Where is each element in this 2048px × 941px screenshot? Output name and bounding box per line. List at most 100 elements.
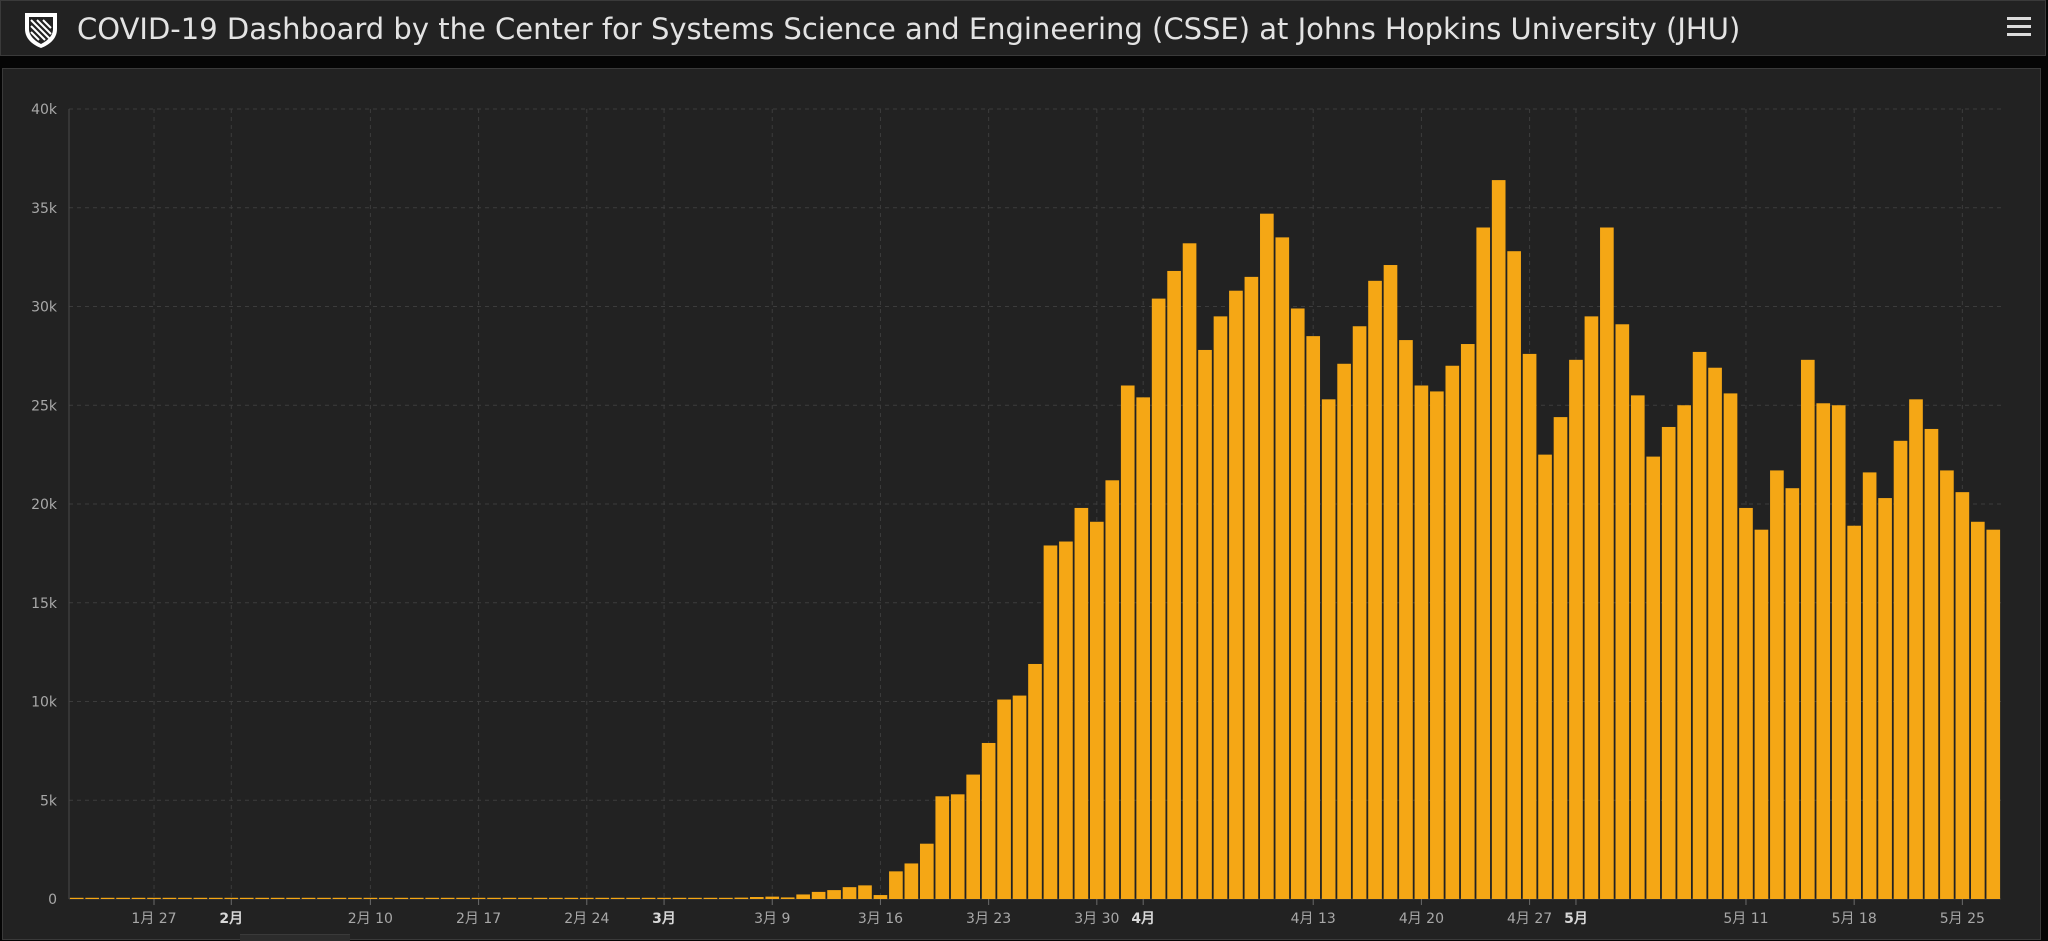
bar[interactable]	[502, 897, 517, 899]
bar[interactable]	[1538, 454, 1552, 899]
bar[interactable]	[224, 897, 239, 899]
bar[interactable]	[1522, 353, 1537, 899]
bar[interactable]	[255, 897, 270, 899]
bar[interactable]	[1893, 440, 1908, 899]
bar[interactable]	[549, 897, 563, 899]
bar[interactable]	[842, 887, 857, 899]
bar[interactable]	[162, 897, 177, 899]
bar[interactable]	[533, 897, 548, 899]
bar[interactable]	[1816, 403, 1831, 899]
bar[interactable]	[641, 897, 656, 899]
bar[interactable]	[1198, 349, 1212, 899]
bar[interactable]	[1909, 399, 1923, 899]
bar[interactable]	[780, 897, 795, 899]
bar[interactable]	[1553, 417, 1568, 899]
bar[interactable]	[1368, 280, 1382, 899]
bar[interactable]	[394, 897, 409, 899]
bar[interactable]	[672, 897, 687, 899]
bar[interactable]	[69, 897, 84, 899]
bar[interactable]	[286, 897, 300, 899]
bar[interactable]	[116, 897, 130, 899]
bar[interactable]	[1028, 663, 1042, 899]
bar[interactable]	[1136, 397, 1151, 899]
bar[interactable]	[440, 897, 455, 899]
bar[interactable]	[1754, 529, 1769, 899]
bar[interactable]	[904, 863, 919, 899]
bar[interactable]	[1306, 336, 1321, 899]
bar[interactable]	[1630, 395, 1645, 899]
bar[interactable]	[1507, 251, 1521, 899]
bar[interactable]	[1584, 316, 1599, 899]
bar[interactable]	[981, 742, 996, 899]
bar[interactable]	[719, 897, 733, 899]
bar[interactable]	[1862, 472, 1877, 899]
bar[interactable]	[1476, 227, 1491, 900]
bar[interactable]	[1723, 393, 1738, 899]
bar[interactable]	[1847, 525, 1861, 899]
bar[interactable]	[935, 796, 950, 899]
bar[interactable]	[811, 891, 826, 899]
bar[interactable]	[1878, 498, 1892, 899]
bar[interactable]	[858, 885, 872, 899]
bar[interactable]	[1290, 308, 1305, 900]
bar[interactable]	[1646, 456, 1661, 899]
bar[interactable]	[1105, 480, 1120, 899]
bar[interactable]	[363, 897, 378, 899]
bar[interactable]	[317, 897, 331, 899]
bar[interactable]	[456, 897, 470, 899]
bar[interactable]	[1677, 405, 1691, 899]
bar[interactable]	[1229, 290, 1243, 899]
bar[interactable]	[178, 897, 192, 899]
bar[interactable]	[1785, 488, 1800, 899]
bar[interactable]	[1955, 492, 1970, 899]
bar[interactable]	[1321, 399, 1336, 899]
bar[interactable]	[564, 897, 579, 899]
bar[interactable]	[1569, 359, 1583, 899]
bar[interactable]	[703, 897, 718, 899]
bar[interactable]	[209, 897, 223, 899]
bar[interactable]	[734, 897, 749, 899]
bar[interactable]	[1167, 270, 1181, 899]
bar[interactable]	[1739, 507, 1753, 899]
bar[interactable]	[332, 897, 347, 899]
bar[interactable]	[1260, 213, 1274, 900]
bar[interactable]	[425, 897, 440, 899]
bar[interactable]	[966, 774, 981, 899]
bar[interactable]	[997, 699, 1011, 899]
bar[interactable]	[1430, 391, 1444, 899]
bar[interactable]	[595, 897, 610, 899]
bar[interactable]	[1708, 367, 1722, 900]
bar[interactable]	[657, 897, 671, 899]
bar[interactable]	[1151, 298, 1166, 900]
bar[interactable]	[889, 871, 903, 899]
bar[interactable]	[147, 897, 161, 899]
bar[interactable]	[239, 897, 254, 899]
bar[interactable]	[579, 897, 594, 899]
bar[interactable]	[193, 897, 208, 899]
bar[interactable]	[1491, 180, 1506, 900]
bar[interactable]	[1275, 237, 1290, 899]
bar[interactable]	[1600, 227, 1614, 900]
hamburger-menu-icon[interactable]	[2007, 15, 2031, 39]
bar[interactable]	[919, 843, 934, 899]
bar[interactable]	[749, 897, 764, 899]
bar[interactable]	[1800, 359, 1815, 899]
bar[interactable]	[1383, 265, 1398, 899]
bar[interactable]	[487, 897, 501, 899]
bar[interactable]	[85, 897, 100, 899]
bar[interactable]	[1043, 545, 1058, 899]
bar[interactable]	[1831, 405, 1846, 899]
bar[interactable]	[1120, 385, 1135, 900]
bar[interactable]	[348, 897, 362, 899]
bar[interactable]	[1445, 365, 1460, 899]
bar[interactable]	[1970, 521, 1985, 899]
bar[interactable]	[100, 897, 115, 899]
bar[interactable]	[471, 897, 486, 899]
bar[interactable]	[1244, 276, 1259, 899]
bar[interactable]	[610, 897, 625, 899]
bar[interactable]	[1059, 541, 1073, 899]
bar[interactable]	[1399, 340, 1413, 899]
bar[interactable]	[1460, 344, 1475, 899]
bar[interactable]	[1352, 326, 1367, 899]
bar[interactable]	[1337, 363, 1351, 899]
